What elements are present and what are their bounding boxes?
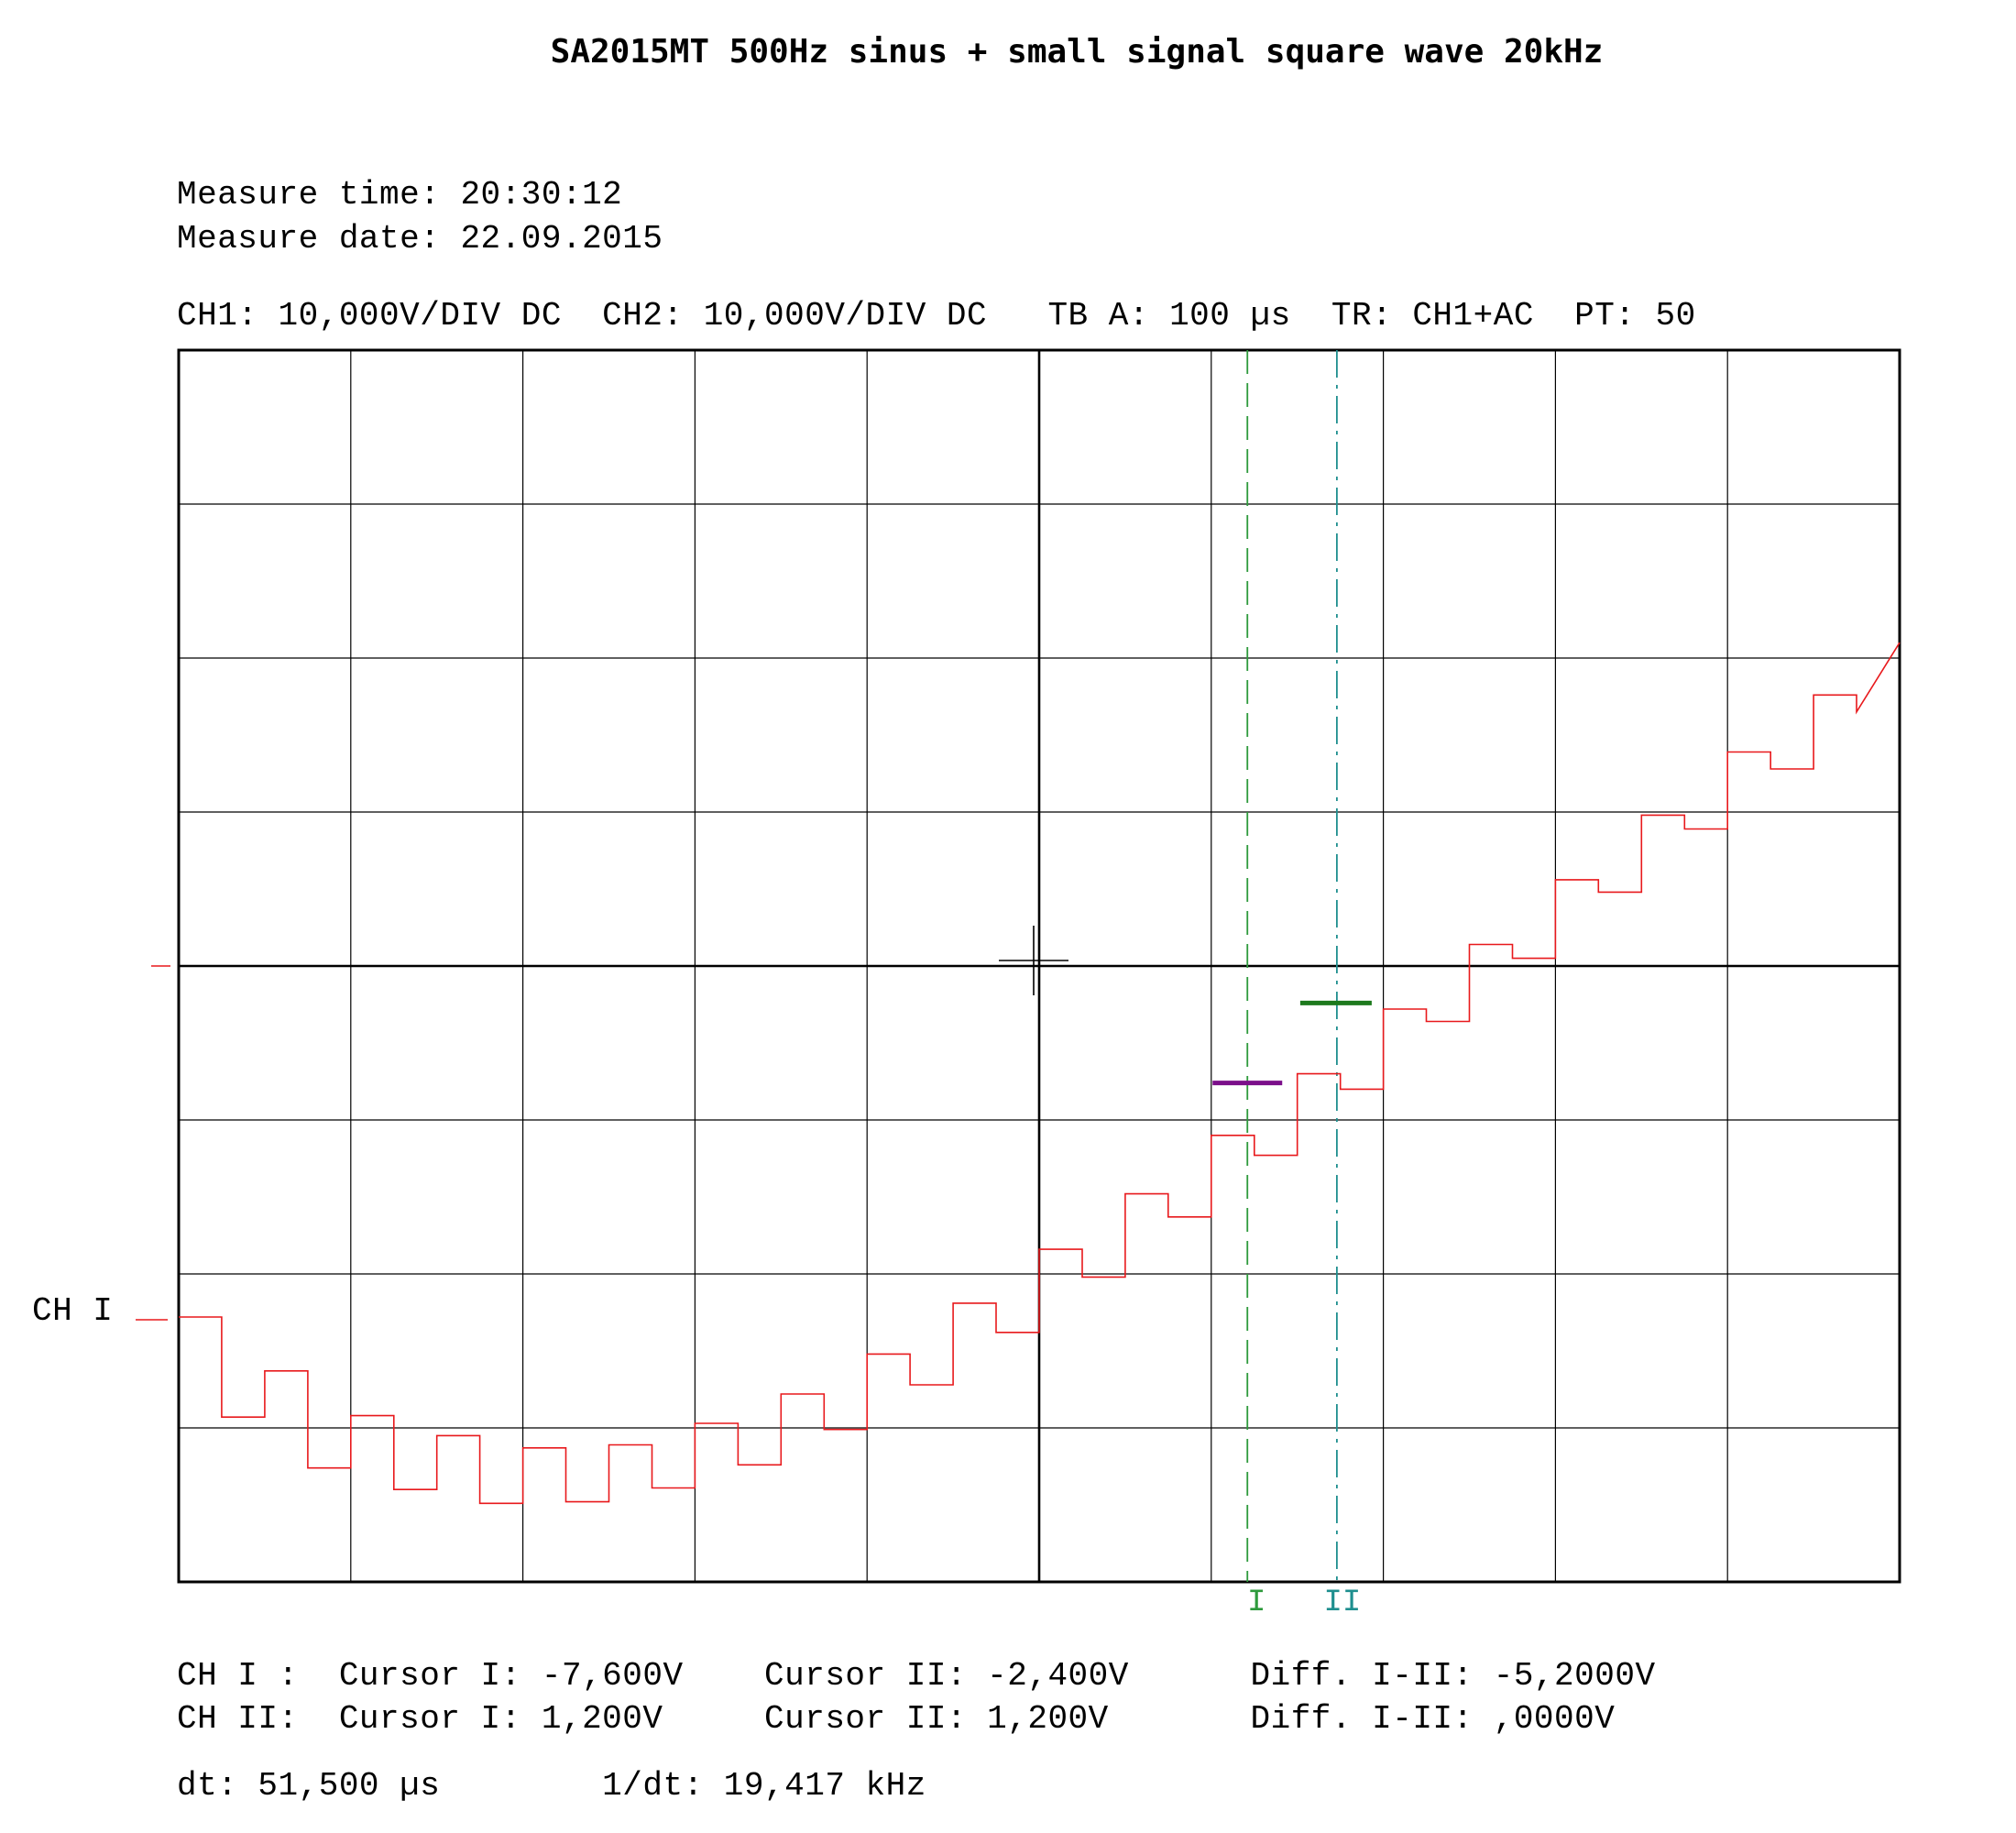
channel-marker-label: CH I (32, 1292, 113, 1330)
grid (177, 348, 1901, 1584)
plot-frame (177, 348, 1901, 1584)
center-crosshair (999, 926, 1068, 995)
chart-title: SA2015MT 500Hz sinus + small signal squa… (551, 33, 1604, 71)
ch1-trace (179, 642, 1901, 1505)
cursor-I-label: I (1247, 1586, 1265, 1620)
plot-area (177, 348, 1901, 1584)
settings-line: CH1: 10,000V/DIV DC CH2: 10,000V/DIV DC … (177, 297, 1696, 335)
ch2-cursor-readout: CH II: Cursor I: 1,200V Cursor II: 1,200… (177, 1700, 1615, 1738)
measure-time: Measure time: 20:30:12 (177, 176, 622, 214)
ch1-cursor-readout: CH I : Cursor I: -7,600V Cursor II: -2,4… (177, 1657, 1656, 1695)
dt-readout: dt: 51,500 µs 1/dt: 19,417 kHz (177, 1767, 926, 1805)
cursor-lines[interactable] (1246, 350, 1338, 1582)
measure-date: Measure date: 22.09.2015 (177, 220, 663, 258)
cursor-II-label: II (1323, 1586, 1361, 1620)
cursor-level-markers (1212, 1000, 1372, 1086)
